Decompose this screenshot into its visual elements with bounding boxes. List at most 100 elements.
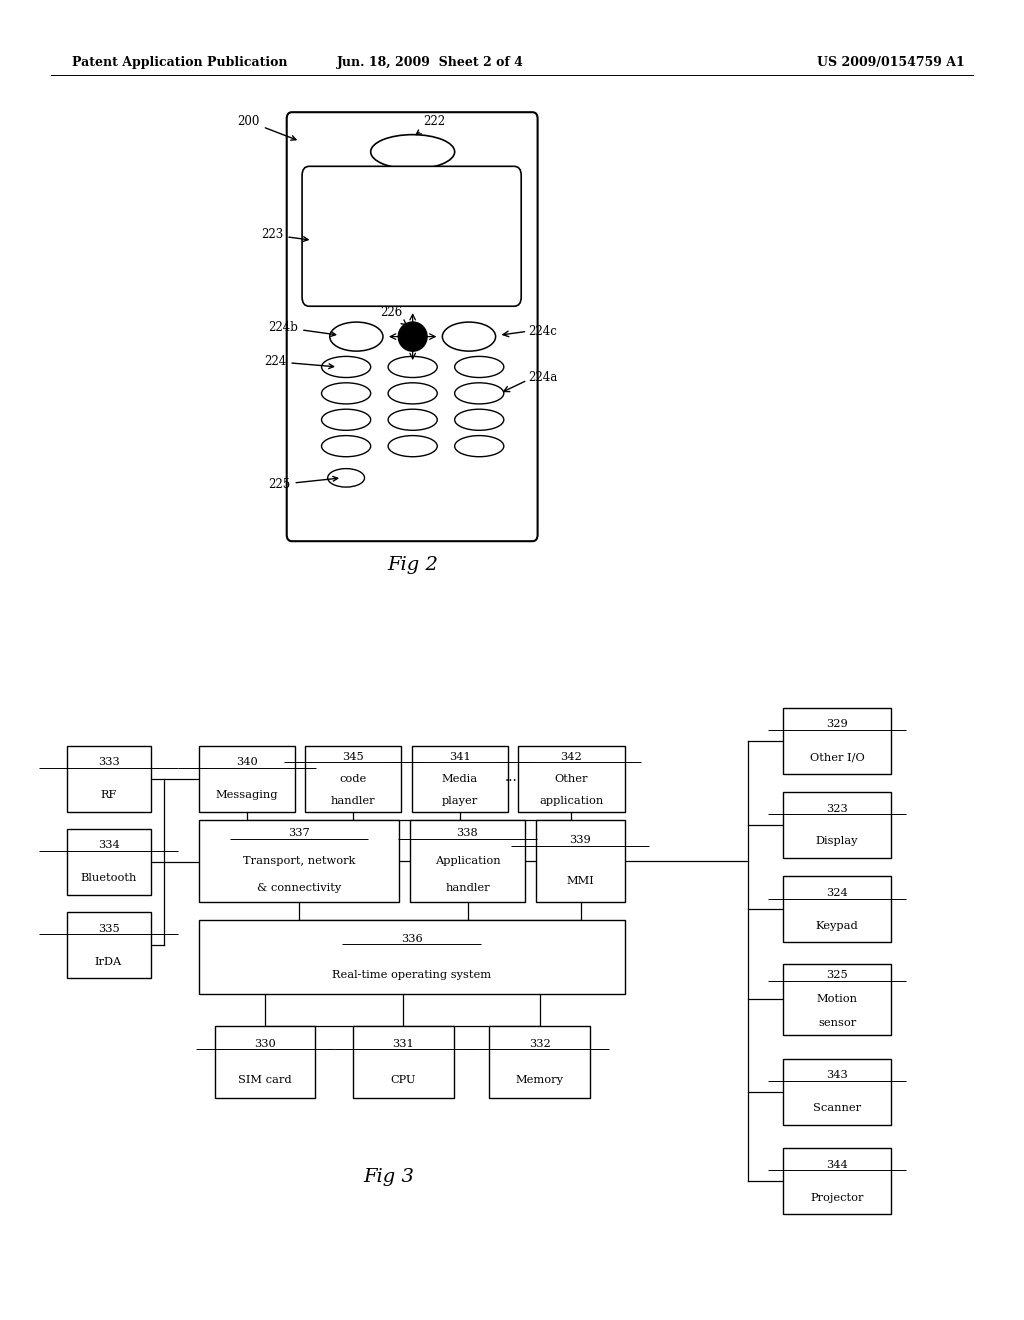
Ellipse shape bbox=[388, 409, 437, 430]
Text: 343: 343 bbox=[826, 1071, 848, 1080]
Text: 222: 222 bbox=[416, 115, 445, 135]
Text: sensor: sensor bbox=[818, 1018, 856, 1028]
Bar bbox=[412, 746, 508, 812]
Text: Jun. 18, 2009  Sheet 2 of 4: Jun. 18, 2009 Sheet 2 of 4 bbox=[337, 55, 523, 69]
Ellipse shape bbox=[388, 436, 437, 457]
Bar bbox=[410, 820, 525, 902]
Ellipse shape bbox=[455, 436, 504, 457]
Text: code: code bbox=[340, 774, 367, 784]
Text: Other I/O: Other I/O bbox=[810, 752, 864, 762]
Text: Display: Display bbox=[816, 837, 858, 846]
Text: Other: Other bbox=[555, 774, 588, 784]
Text: IrDA: IrDA bbox=[95, 957, 122, 966]
Text: application: application bbox=[540, 796, 603, 805]
Text: CPU: CPU bbox=[391, 1074, 416, 1085]
Text: 336: 336 bbox=[400, 933, 423, 944]
Text: 226: 226 bbox=[380, 306, 407, 325]
Text: 224a: 224a bbox=[528, 371, 558, 384]
Text: 340: 340 bbox=[236, 758, 258, 767]
Ellipse shape bbox=[455, 356, 504, 378]
Ellipse shape bbox=[388, 356, 437, 378]
Text: 200: 200 bbox=[238, 115, 296, 140]
Text: Fig 3: Fig 3 bbox=[364, 1168, 415, 1187]
Bar bbox=[489, 1026, 590, 1098]
FancyBboxPatch shape bbox=[287, 112, 538, 541]
Bar bbox=[783, 708, 891, 774]
Ellipse shape bbox=[398, 322, 427, 351]
Bar bbox=[199, 920, 625, 994]
Bar bbox=[536, 820, 625, 902]
Text: Scanner: Scanner bbox=[813, 1104, 861, 1113]
Ellipse shape bbox=[455, 383, 504, 404]
Text: SIM card: SIM card bbox=[239, 1074, 292, 1085]
Text: handler: handler bbox=[331, 796, 376, 805]
Text: Media: Media bbox=[441, 774, 478, 784]
Bar bbox=[67, 912, 151, 978]
Text: Application: Application bbox=[434, 855, 501, 866]
Ellipse shape bbox=[442, 322, 496, 351]
Text: 334: 334 bbox=[97, 841, 120, 850]
Bar bbox=[199, 746, 295, 812]
Text: 224b: 224b bbox=[268, 321, 336, 337]
Text: 325: 325 bbox=[826, 970, 848, 981]
Ellipse shape bbox=[328, 469, 365, 487]
Text: 341: 341 bbox=[449, 752, 471, 762]
Ellipse shape bbox=[455, 409, 504, 430]
Bar bbox=[783, 1148, 891, 1214]
Text: RF: RF bbox=[100, 791, 117, 800]
Bar bbox=[305, 746, 401, 812]
Bar bbox=[783, 1059, 891, 1125]
Text: Motion: Motion bbox=[816, 994, 858, 1005]
Text: Projector: Projector bbox=[810, 1193, 864, 1203]
Text: Memory: Memory bbox=[516, 1074, 563, 1085]
Text: 344: 344 bbox=[826, 1160, 848, 1170]
Text: 335: 335 bbox=[97, 924, 120, 933]
Text: Transport, network: Transport, network bbox=[243, 855, 355, 866]
Text: 342: 342 bbox=[560, 752, 583, 762]
Text: & connectivity: & connectivity bbox=[257, 883, 341, 892]
Text: Real-time operating system: Real-time operating system bbox=[332, 970, 492, 981]
Text: ...: ... bbox=[505, 771, 517, 784]
Bar bbox=[215, 1026, 315, 1098]
Ellipse shape bbox=[371, 135, 455, 169]
Text: 345: 345 bbox=[342, 752, 365, 762]
Ellipse shape bbox=[322, 383, 371, 404]
Text: 323: 323 bbox=[826, 804, 848, 813]
Bar bbox=[783, 964, 891, 1035]
Ellipse shape bbox=[322, 436, 371, 457]
Ellipse shape bbox=[388, 383, 437, 404]
Text: 331: 331 bbox=[392, 1039, 415, 1049]
Text: 223: 223 bbox=[261, 228, 308, 242]
Text: US 2009/0154759 A1: US 2009/0154759 A1 bbox=[817, 55, 965, 69]
Ellipse shape bbox=[322, 356, 371, 378]
Text: 339: 339 bbox=[569, 836, 591, 845]
Text: 337: 337 bbox=[288, 829, 310, 838]
Text: 338: 338 bbox=[457, 829, 478, 838]
Text: handler: handler bbox=[445, 883, 489, 892]
Bar bbox=[67, 746, 151, 812]
Text: 332: 332 bbox=[528, 1039, 551, 1049]
Text: Keypad: Keypad bbox=[816, 921, 858, 931]
Text: 225: 225 bbox=[268, 477, 338, 491]
Bar bbox=[353, 1026, 454, 1098]
Bar bbox=[67, 829, 151, 895]
Ellipse shape bbox=[330, 322, 383, 351]
Text: 224c: 224c bbox=[528, 325, 557, 338]
Ellipse shape bbox=[322, 409, 371, 430]
Text: Messaging: Messaging bbox=[215, 791, 279, 800]
Text: 324: 324 bbox=[826, 888, 848, 898]
Bar bbox=[518, 746, 625, 812]
Bar bbox=[783, 876, 891, 942]
FancyBboxPatch shape bbox=[302, 166, 521, 306]
Text: MMI: MMI bbox=[566, 876, 594, 886]
Bar bbox=[783, 792, 891, 858]
Text: 329: 329 bbox=[826, 719, 848, 729]
Text: player: player bbox=[441, 796, 478, 805]
Text: 224: 224 bbox=[264, 355, 334, 368]
Text: Bluetooth: Bluetooth bbox=[80, 874, 137, 883]
Bar bbox=[199, 820, 399, 902]
Text: Fig 2: Fig 2 bbox=[387, 556, 438, 574]
Text: 333: 333 bbox=[97, 758, 120, 767]
Text: 330: 330 bbox=[254, 1039, 276, 1049]
Text: Patent Application Publication: Patent Application Publication bbox=[72, 55, 287, 69]
